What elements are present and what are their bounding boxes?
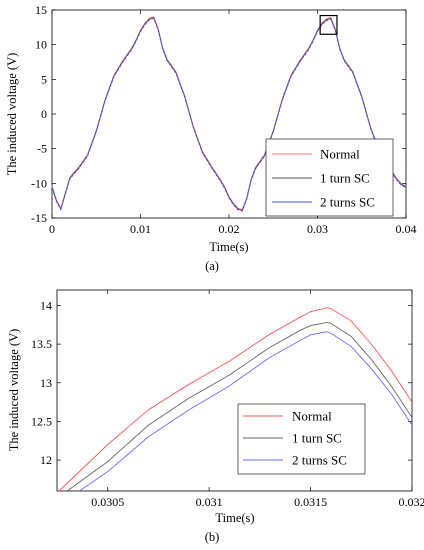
y-tick-label: -5 — [37, 142, 47, 156]
y-tick-label: 10 — [35, 38, 47, 52]
x-tick-label: 0 — [49, 222, 55, 236]
x-tick-label: 0.04 — [396, 222, 417, 236]
series-line-normal — [58, 307, 413, 492]
panel-label-a: (a) — [205, 259, 219, 273]
y-tick-label: 12.5 — [31, 414, 52, 428]
legend-entry-label: 2 turns SC — [320, 195, 375, 210]
series-line-1-turn-sc — [66, 322, 413, 492]
panel-label-b: (b) — [205, 530, 220, 544]
legend-b: Normal 1 turn SC 2 turns SC — [237, 403, 366, 475]
x-tick-label: 0.0305 — [91, 495, 124, 509]
ticks-a: 0 0.01 0.02 0.03 0.04 -15 -10 -5 0 5 10 15 — [31, 3, 417, 236]
x-tick-label: 0.03 — [307, 222, 328, 236]
series-line-2-turns-sc — [79, 331, 413, 492]
legend-entry-label: 2 turns SC — [292, 453, 347, 468]
chart-panel-b: 0.0305 0.031 0.0315 0.032 12 12.5 13 13.5 14 Nor… — [7, 289, 424, 544]
legend-entry-label: Normal — [292, 409, 332, 424]
x-axis-label-a: Time(s) — [209, 240, 248, 254]
y-tick-label: 5 — [41, 72, 47, 86]
zoom-box — [319, 14, 338, 35]
legend-entry-label: 1 turn SC — [292, 431, 342, 446]
series-lines-b — [58, 307, 413, 492]
x-tick-label: 0.032 — [399, 495, 424, 509]
y-tick-label: -15 — [31, 211, 47, 225]
y-tick-label: 14 — [40, 298, 52, 312]
ticks-b: 0.0305 0.031 0.0315 0.032 12 12.5 13 13.5 14 — [31, 290, 424, 509]
y-axis-label-a: The induced voltage (V) — [5, 53, 19, 176]
y-tick-label: -10 — [31, 176, 47, 190]
y-tick-label: 12 — [40, 453, 52, 467]
x-tick-label: 0.031 — [196, 495, 223, 509]
series-lines-a — [51, 16, 407, 212]
legend-a: Normal 1 turn SC 2 turns SC — [265, 138, 394, 217]
y-tick-label: 15 — [35, 3, 47, 17]
y-tick-label: 0 — [41, 107, 47, 121]
legend-entry-label: 1 turn SC — [320, 171, 370, 186]
series-line-2-turns-sc — [51, 17, 407, 212]
x-tick-label: 0.0315 — [294, 495, 327, 509]
y-tick-label: 13.5 — [31, 337, 52, 351]
legend-entry-label: Normal — [320, 147, 360, 162]
x-axis-label-b: Time(s) — [215, 511, 254, 525]
chart-panel-a: 0 0.01 0.02 0.03 0.04 -15 -10 -5 0 5 10 15 Normal 1 … — [5, 3, 417, 273]
y-axis-label-b: The induced voltage (V) — [7, 329, 21, 452]
y-tick-label: 13 — [40, 376, 52, 390]
x-tick-label: 0.02 — [219, 222, 240, 236]
x-tick-label: 0.01 — [130, 222, 151, 236]
